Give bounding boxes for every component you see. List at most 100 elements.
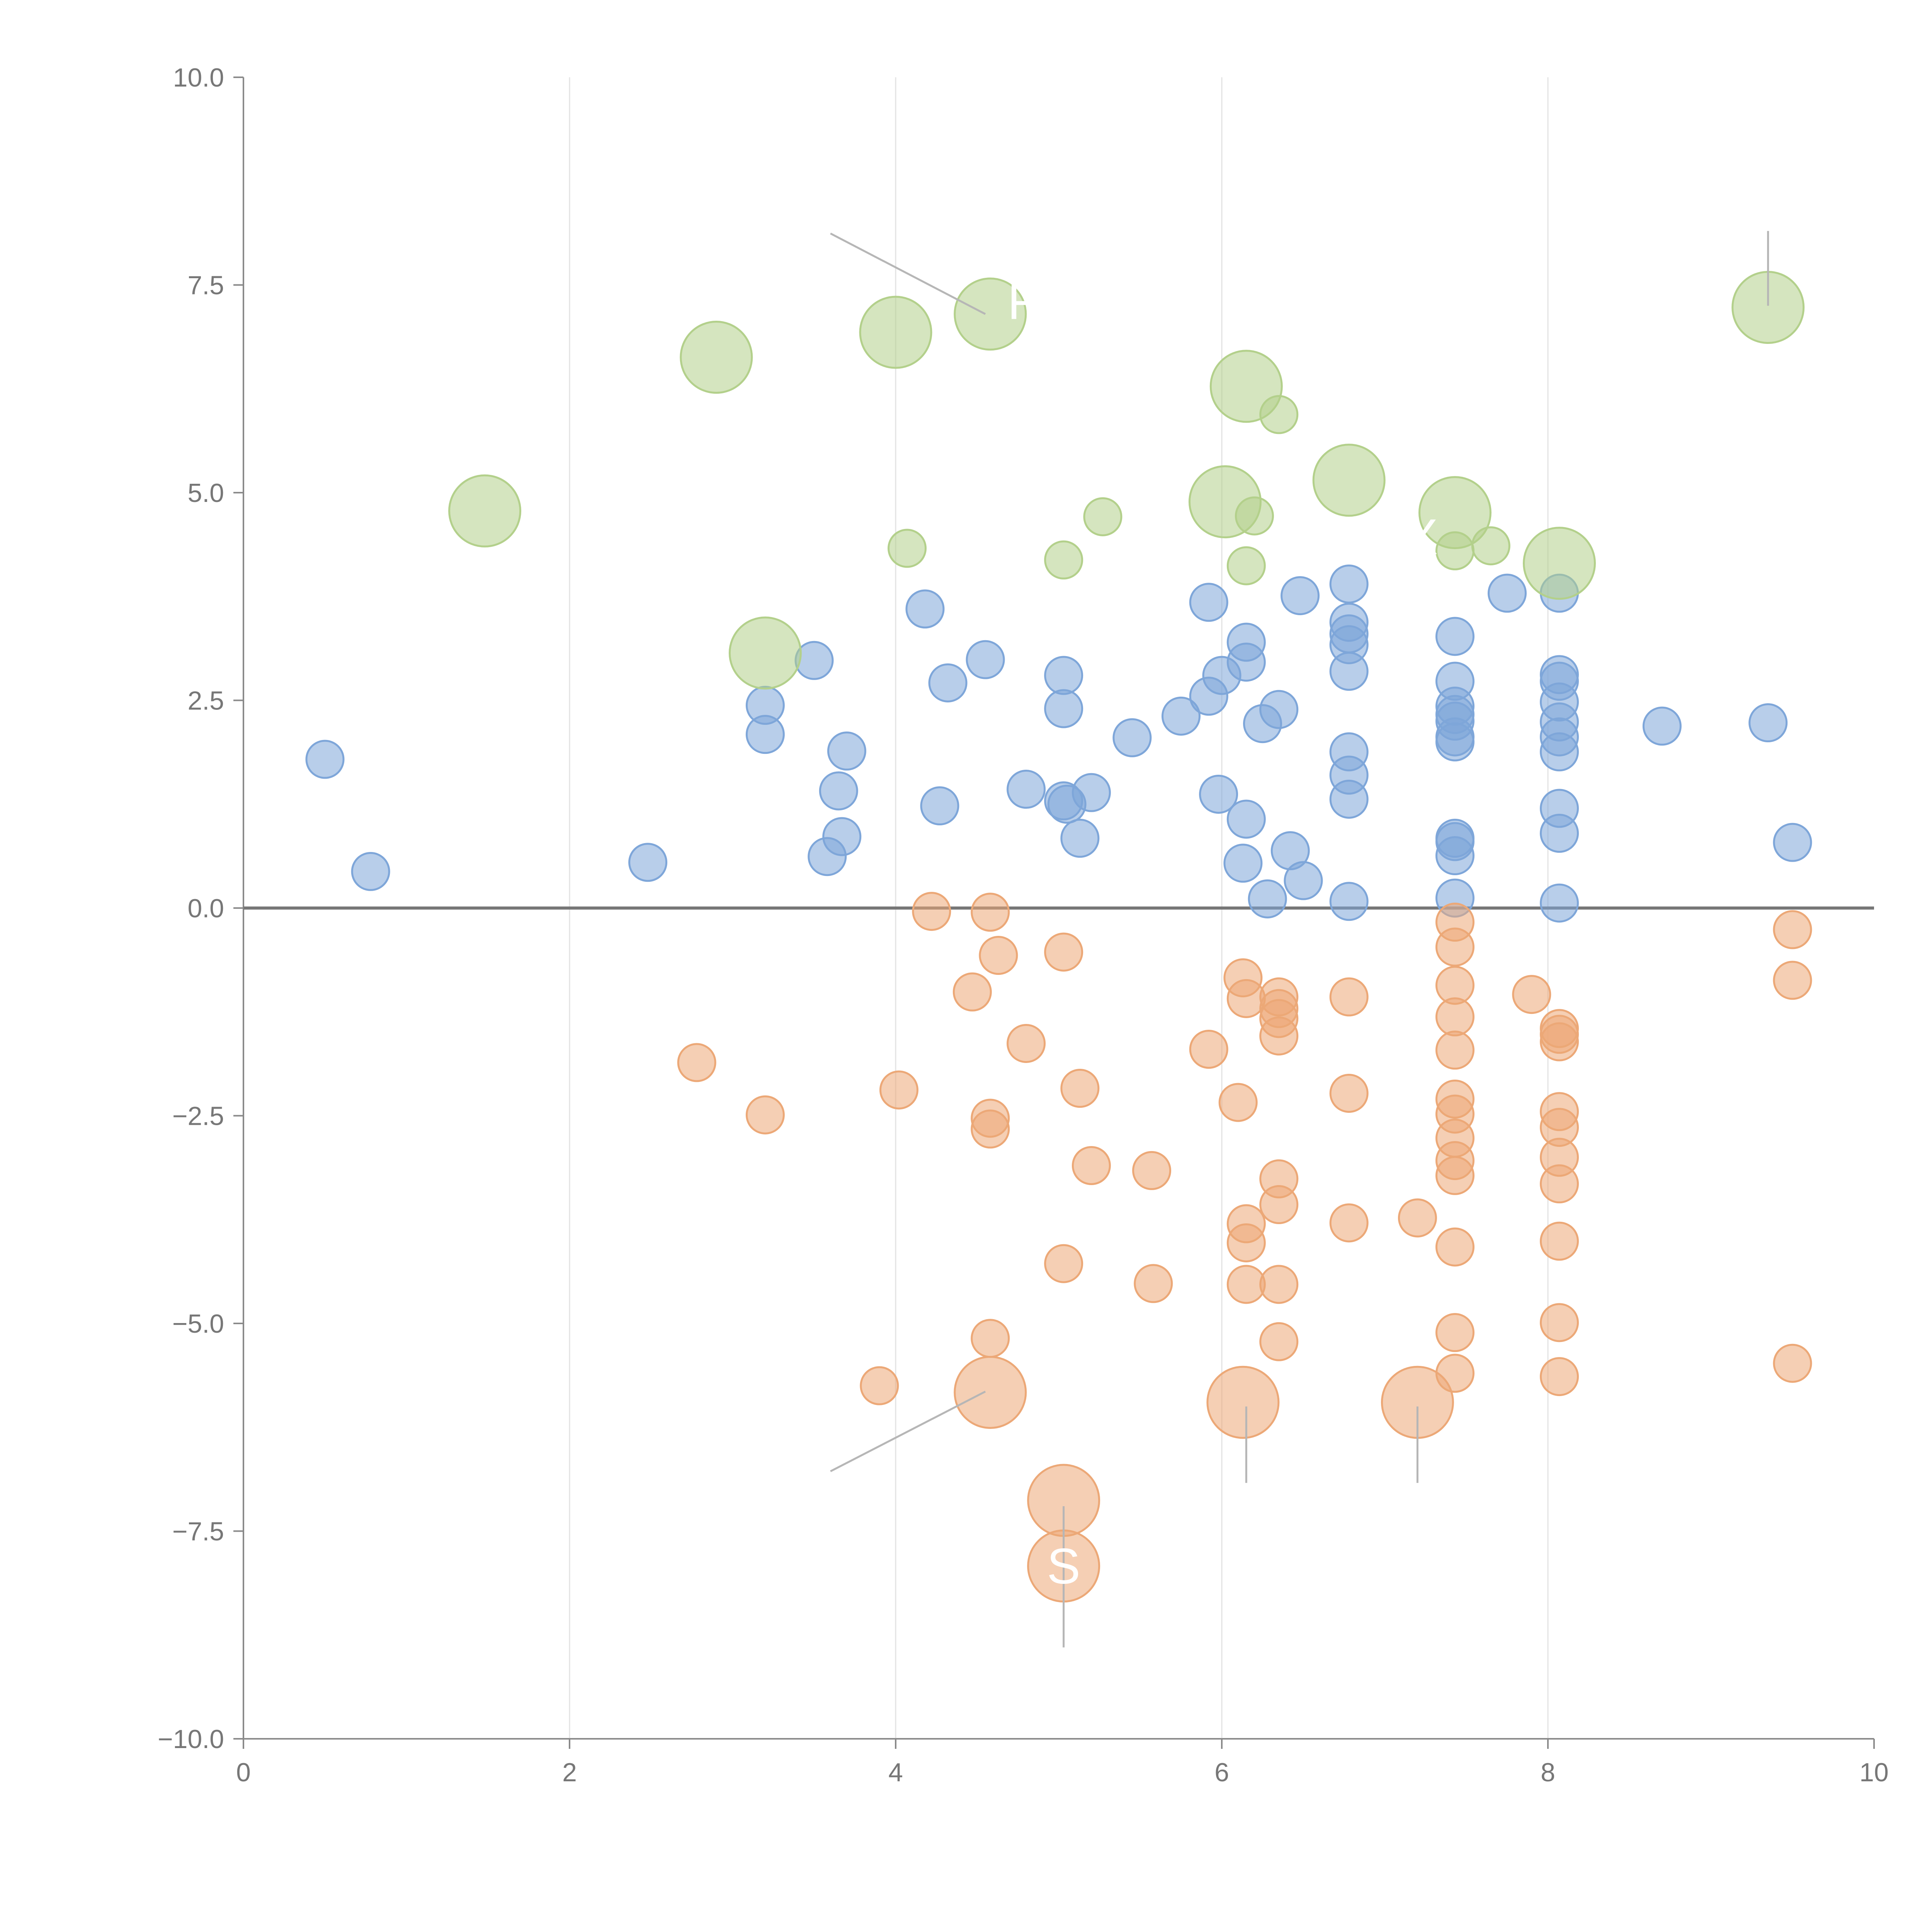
data-point xyxy=(928,663,968,702)
y-tick-label: 10.0 xyxy=(173,63,224,92)
data-point xyxy=(351,852,390,891)
data-point xyxy=(1773,823,1812,862)
data-point xyxy=(1488,573,1527,613)
data-point xyxy=(728,616,802,690)
data-point xyxy=(1435,722,1475,762)
data-point xyxy=(879,1070,918,1110)
data-point xyxy=(1435,1031,1475,1070)
data-point xyxy=(1162,696,1201,736)
data-point xyxy=(1435,836,1475,876)
data-point xyxy=(1226,799,1266,839)
data-point xyxy=(1540,883,1579,923)
data-point xyxy=(1312,444,1386,517)
data-point xyxy=(1329,779,1369,819)
y-tick-label: 7.5 xyxy=(187,271,224,300)
data-point xyxy=(1235,496,1274,536)
data-point xyxy=(1435,927,1475,967)
data-point xyxy=(1007,770,1046,809)
data-point xyxy=(822,817,862,856)
data-point xyxy=(1259,690,1299,729)
data-point xyxy=(677,1043,716,1082)
data-point xyxy=(1226,643,1266,682)
y-tick-label: −5.0 xyxy=(172,1309,224,1338)
data-point xyxy=(1044,1244,1083,1283)
data-point xyxy=(1540,1221,1579,1261)
data-point xyxy=(1398,1198,1437,1238)
data-point xyxy=(1226,1265,1266,1304)
data-point xyxy=(1134,1264,1173,1303)
data-point xyxy=(1199,774,1238,814)
data-point xyxy=(1435,617,1475,656)
annotation-leader-line xyxy=(830,1391,986,1472)
data-point xyxy=(1642,706,1682,746)
data-point xyxy=(966,640,1005,679)
data-point xyxy=(1773,961,1812,1000)
data-point xyxy=(1540,732,1579,772)
data-point xyxy=(1329,977,1369,1017)
leader-layer xyxy=(830,231,1769,1648)
data-point xyxy=(1060,1069,1100,1108)
data-point xyxy=(1540,814,1579,853)
data-point xyxy=(745,715,785,754)
data-point xyxy=(1083,497,1122,536)
data-point xyxy=(971,1109,1010,1149)
data-point xyxy=(628,843,668,882)
data-point xyxy=(1512,975,1551,1014)
data-point xyxy=(954,1355,1027,1429)
data-point xyxy=(979,936,1018,975)
data-point xyxy=(305,740,345,779)
data-point xyxy=(1540,1357,1579,1396)
data-point xyxy=(1748,703,1788,743)
x-tick-label: 6 xyxy=(1214,1758,1229,1787)
data-point xyxy=(1248,879,1287,918)
data-point xyxy=(1206,1366,1280,1439)
data-point xyxy=(920,786,959,826)
data-point xyxy=(860,1366,899,1405)
data-point xyxy=(1044,689,1083,728)
data-point xyxy=(1071,1146,1111,1185)
data-point xyxy=(1189,1030,1228,1069)
y-tick-label: −10.0 xyxy=(158,1725,224,1754)
annotation-label: S xyxy=(1047,1538,1080,1594)
data-point xyxy=(859,296,932,369)
data-point xyxy=(1112,718,1152,757)
label-layer: F FLIX S xyxy=(1007,274,1438,1594)
data-point xyxy=(1773,1344,1812,1383)
data-point xyxy=(1284,861,1323,900)
data-point xyxy=(1523,527,1596,600)
y-tick-label: −2.5 xyxy=(172,1102,224,1131)
data-point xyxy=(1435,531,1475,570)
data-point xyxy=(1540,1022,1579,1061)
data-point xyxy=(912,892,951,931)
data-point xyxy=(1132,1151,1172,1190)
x-tick-label: 8 xyxy=(1541,1758,1555,1787)
data-point xyxy=(745,1095,785,1134)
data-point xyxy=(905,589,945,629)
data-point xyxy=(1540,1164,1579,1204)
data-point xyxy=(1471,526,1510,566)
data-point xyxy=(1060,818,1100,858)
data-point xyxy=(1259,1322,1299,1361)
data-point xyxy=(1329,565,1369,604)
data-point xyxy=(1259,1185,1299,1225)
data-point xyxy=(1044,540,1083,580)
x-tick-label: 4 xyxy=(888,1758,903,1787)
annotation-label: FLIX xyxy=(1332,509,1438,565)
x-tick-label: 0 xyxy=(236,1758,251,1787)
annotation-label: F xyxy=(1007,274,1038,330)
data-point xyxy=(1226,1223,1266,1262)
data-point xyxy=(827,731,866,771)
data-point xyxy=(1044,656,1083,695)
data-point xyxy=(1189,583,1228,622)
data-point xyxy=(971,893,1010,932)
y-tick-label: 2.5 xyxy=(187,686,224,716)
data-point xyxy=(1435,1156,1475,1195)
data-point xyxy=(1773,910,1812,949)
y-tick-label: 0.0 xyxy=(187,894,224,923)
data-point xyxy=(1223,844,1263,883)
x-tick-label: 2 xyxy=(562,1758,577,1787)
data-point xyxy=(1044,932,1083,972)
data-point xyxy=(1329,1203,1369,1243)
